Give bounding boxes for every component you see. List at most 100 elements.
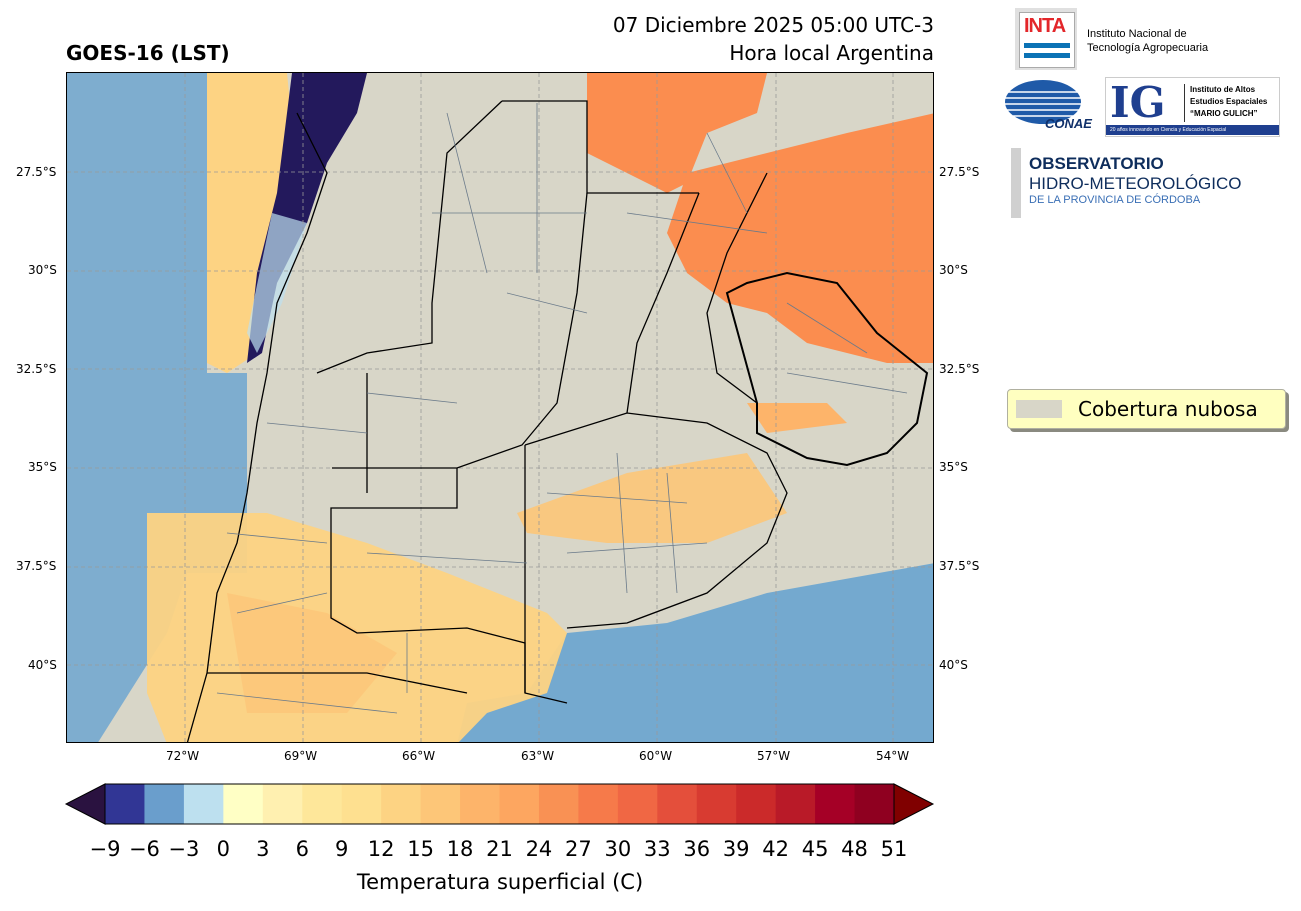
lat-tick: 32.5°S: [939, 362, 980, 376]
colorbar-label: Temperatura superficial (C): [356, 870, 644, 894]
warm-region-pampas: [517, 453, 787, 543]
colorbar-tick-label: 27: [565, 837, 592, 861]
conae-globe-icon: [1005, 80, 1081, 124]
colorbar: [64, 783, 935, 825]
colorbar-tick-label: 36: [683, 837, 711, 861]
colorbar-tick-label: −3: [168, 837, 200, 861]
colorbar-tick-label: 9: [335, 837, 349, 861]
gridlines: [67, 73, 933, 742]
colorbar-tick-label: 30: [604, 837, 632, 861]
andes-cold-region: [247, 73, 367, 363]
colorbar-segment: [262, 784, 303, 824]
legend-label: Cobertura nubosa: [1078, 397, 1258, 421]
lon-tick: 57°W: [757, 749, 791, 763]
lat-tick: 30°S: [28, 263, 57, 277]
colorbar-segment: [105, 784, 145, 824]
observatorio-line: OBSERVATORIO: [1029, 154, 1164, 173]
colorbar-segment: [223, 784, 264, 824]
light-cold-patch: [247, 213, 307, 353]
colorbar-segment: [499, 784, 540, 824]
colorbar-frame: [104, 783, 895, 825]
colorbar-tick-label: 51: [880, 837, 908, 861]
colorbar-segment: [617, 784, 658, 824]
department-borders: [216, 103, 908, 714]
cloud-cover-legend: Cobertura nubosa: [1007, 389, 1286, 429]
colorbar-under-arrow: [64, 783, 106, 825]
colorbar-tick-label: 18: [446, 837, 474, 861]
ig-name-line: Instituto de Altos: [1190, 85, 1256, 94]
colorbar-tick-label: 39: [722, 837, 750, 861]
ig-name-line: “MARIO GULICH”: [1190, 109, 1258, 118]
hot-region-north: [587, 73, 767, 193]
colorbar-tick-label: 33: [643, 837, 671, 861]
warm-patch-uruguay: [747, 403, 847, 433]
inta-name: Instituto Nacional de Tecnología Agropec…: [1087, 27, 1208, 55]
inta-name-line: Instituto Nacional de: [1087, 28, 1187, 40]
inta-logo-stripe: [1024, 43, 1070, 48]
observatorio-logo: OBSERVATORIO HIDRO-METEOROLÓGICO DE LA P…: [1029, 154, 1242, 206]
observatorio-bar: [1011, 148, 1021, 218]
local-time-label: Hora local Argentina: [729, 41, 934, 65]
lat-tick: 30°S: [939, 263, 968, 277]
colorbar-segments: [105, 784, 895, 824]
inta-name-line: Tecnología Agropecuaria: [1087, 42, 1209, 54]
ig-logo-letters: IG: [1110, 78, 1166, 127]
colorbar-tick-label: 24: [525, 837, 553, 861]
colorbar-segment: [381, 784, 422, 824]
colorbar-segment: [538, 784, 579, 824]
lon-tick: 66°W: [402, 749, 436, 763]
ig-name: Instituto de Altos Estudios Espaciales “…: [1190, 84, 1267, 120]
lat-tick: 32.5°S: [16, 362, 57, 376]
ig-name-line: Estudios Espaciales: [1190, 97, 1268, 106]
colorbar-over-arrow: [893, 783, 935, 825]
ig-tagline: 20 años innovando en Ciencia y Educación…: [1106, 125, 1279, 135]
lat-tick: 37.5°S: [939, 559, 980, 573]
lon-tick: 63°W: [521, 749, 555, 763]
colorbar-tick-label: 45: [801, 837, 829, 861]
inta-logo-letters: INTA: [1024, 15, 1066, 37]
colorbar-segment: [144, 784, 185, 824]
colorbar-segment: [854, 784, 895, 824]
ig-logo: IG Instituto de Altos Estudios Espaciale…: [1105, 77, 1280, 137]
lat-tick: 35°S: [939, 460, 968, 474]
inta-logo-stripe: [1024, 53, 1070, 58]
colorbar-segment: [460, 784, 500, 824]
colorbar-tick-label: −9: [89, 837, 121, 861]
inta-logo: INTA: [1015, 8, 1077, 70]
datetime-label: 07 Diciembre 2025 05:00 UTC-3: [612, 13, 934, 37]
lat-tick: 40°S: [939, 658, 968, 672]
colorbar-tick-label: 6: [295, 837, 309, 861]
lon-tick: 54°W: [876, 749, 910, 763]
hot-region-northeast: [667, 113, 933, 363]
colorbar-tick-label: 15: [407, 837, 434, 861]
inta-logo-mark: INTA: [1019, 12, 1075, 68]
colorbar-segment: [420, 784, 461, 824]
colorbar-tick-label: 3: [256, 837, 270, 861]
observatorio-line: DE LA PROVINCIA DE CÓRDOBA: [1029, 194, 1201, 206]
conae-label: CONAE: [1045, 116, 1092, 131]
colorbar-segment: [736, 784, 777, 824]
cloud-cover-swatch: [1016, 400, 1062, 418]
colorbar-segment: [578, 784, 619, 824]
province-borders: [186, 100, 929, 742]
colorbar-tick-label: 12: [367, 837, 395, 861]
colorbar-segment: [302, 784, 343, 824]
warm-region-west: [207, 73, 297, 373]
lon-tick: 60°W: [639, 749, 673, 763]
colorbar-tick-label: 48: [841, 837, 868, 861]
temperature-map: [66, 72, 934, 743]
conae-logo: CONAE: [1005, 80, 1092, 132]
colorbar-tick-label: −6: [128, 837, 160, 861]
ig-divider: [1184, 84, 1185, 122]
colorbar-segment: [657, 784, 698, 824]
map-title: GOES-16 (LST): [66, 41, 230, 65]
lat-tick: 40°S: [28, 658, 57, 672]
lon-tick: 72°W: [166, 749, 200, 763]
lat-tick: 35°S: [28, 460, 57, 474]
colorbar-segment: [775, 784, 816, 824]
observatorio-line: HIDRO-METEOROLÓGICO: [1029, 174, 1242, 193]
colorbar-tick-label: 42: [762, 837, 789, 861]
colorbar-segment: [183, 784, 224, 824]
map-canvas: [67, 73, 933, 742]
colorbar-segment: [815, 784, 856, 824]
